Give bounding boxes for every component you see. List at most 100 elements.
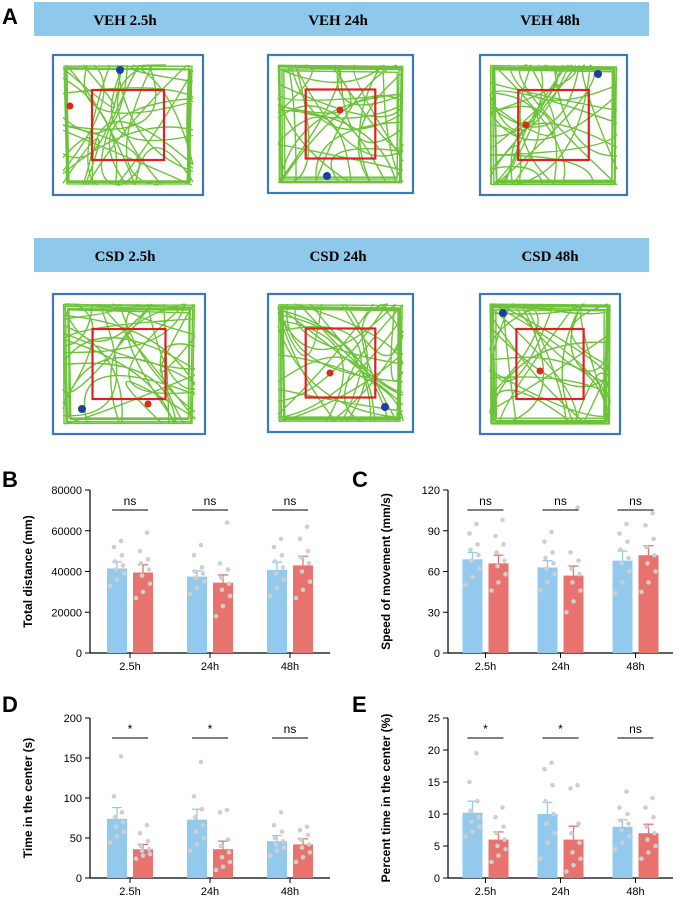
- data-point: [201, 579, 207, 584]
- data-point: [139, 573, 145, 578]
- significance-label: ns: [284, 494, 297, 508]
- data-point: [111, 544, 117, 550]
- data-point: [575, 782, 580, 788]
- data-point: [194, 842, 200, 847]
- arena-veh-48h: [478, 53, 629, 197]
- arena-veh-2.5h: [51, 53, 205, 197]
- panel-label-a: A: [2, 4, 18, 29]
- end-marker: [522, 121, 530, 129]
- data-point: [551, 561, 556, 566]
- data-point: [495, 563, 500, 569]
- y-tick-label: 80000: [51, 485, 82, 497]
- data-point: [191, 794, 197, 799]
- data-point: [279, 552, 285, 558]
- center-zone: [517, 88, 590, 162]
- start-marker: [594, 70, 602, 78]
- data-point: [569, 830, 574, 836]
- y-axis-title: Time in the center (s): [21, 738, 35, 858]
- data-point: [620, 840, 625, 846]
- significance-label: ns: [554, 494, 567, 508]
- significance-label: ns: [124, 494, 137, 508]
- data-point: [578, 856, 583, 862]
- start-marker: [381, 403, 389, 411]
- data-point: [224, 807, 230, 813]
- data-point: [271, 822, 277, 828]
- x-tick-label: 2.5h: [475, 661, 496, 673]
- data-point: [538, 588, 543, 593]
- arena-veh-24h: [266, 53, 415, 195]
- x-tick-label: 48h: [626, 661, 644, 673]
- data-point: [544, 566, 549, 572]
- data-point: [493, 814, 498, 820]
- banner-veh-24h: VEH 24h: [308, 13, 368, 29]
- data-point: [199, 806, 205, 812]
- y-tick-label: 50: [70, 833, 82, 845]
- data-point: [300, 587, 306, 593]
- data-point: [617, 531, 622, 536]
- data-point: [489, 859, 494, 865]
- data-point: [273, 571, 279, 576]
- data-point: [200, 822, 206, 828]
- banner-csd-2.5h: CSD 2.5h: [95, 249, 157, 265]
- data-point: [121, 829, 127, 834]
- data-point: [470, 574, 475, 580]
- data-point: [501, 824, 506, 830]
- bar-veh: [537, 567, 558, 653]
- data-point: [564, 609, 569, 615]
- chart-c: 0 30 60 90 120 Speed of movement (mm/s) 2.5h ns…: [379, 485, 673, 673]
- data-point: [193, 829, 199, 834]
- y-tick-label: 0: [434, 648, 440, 660]
- y-tick-label: 15: [428, 777, 440, 789]
- data-point: [137, 830, 143, 836]
- bar-veh: [107, 818, 127, 878]
- data-point: [644, 824, 649, 830]
- data-point: [281, 577, 287, 582]
- data-point: [187, 591, 193, 597]
- data-point: [627, 834, 632, 839]
- data-point: [502, 558, 507, 563]
- data-point: [187, 848, 193, 854]
- bar-csd: [133, 849, 153, 878]
- y-tick-label: 60000: [51, 526, 82, 538]
- data-point: [500, 517, 505, 523]
- data-point: [618, 547, 623, 553]
- data-point: [144, 530, 150, 536]
- data-point: [613, 846, 618, 852]
- bar-csd: [638, 833, 659, 878]
- chart-d: 0 50 100 150 200 Time in the center (s) 2.5h * 2…: [21, 713, 330, 898]
- data-point: [577, 840, 582, 846]
- track-path: [489, 303, 611, 425]
- data-point: [139, 848, 145, 854]
- data-point: [552, 571, 557, 577]
- y-axis-title: Speed of movement (mm/s): [379, 493, 393, 650]
- significance-label: *: [208, 722, 213, 736]
- data-point: [543, 555, 548, 561]
- data-point: [213, 614, 219, 619]
- bar-veh: [267, 569, 287, 653]
- data-point: [544, 821, 549, 826]
- y-tick-label: 30: [428, 607, 440, 619]
- data-point: [651, 536, 656, 542]
- data-point: [627, 569, 632, 574]
- data-point: [200, 571, 206, 576]
- end-marker: [144, 400, 152, 408]
- data-point: [502, 837, 507, 842]
- data-point: [280, 838, 286, 844]
- data-point: [542, 539, 547, 544]
- data-point: [225, 837, 231, 842]
- bar-veh: [187, 576, 207, 653]
- y-tick-label: 120: [422, 485, 440, 497]
- data-point: [267, 593, 273, 599]
- data-point: [467, 531, 472, 536]
- start-marker: [323, 172, 331, 180]
- data-point: [625, 811, 630, 817]
- data-point: [121, 571, 127, 576]
- significance-label: *: [483, 722, 488, 736]
- x-tick-label: 48h: [626, 886, 644, 898]
- data-point: [489, 588, 494, 593]
- data-point: [274, 848, 280, 854]
- data-point: [626, 555, 631, 561]
- data-point: [307, 579, 313, 584]
- data-point: [113, 567, 119, 572]
- data-point: [644, 544, 649, 550]
